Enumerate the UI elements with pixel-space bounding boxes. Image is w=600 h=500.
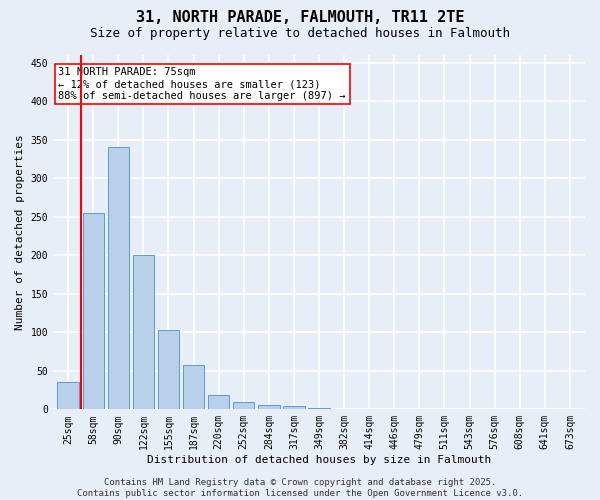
Bar (233, 402, 254, 409)
Bar (158, 330, 179, 409)
Text: 31, NORTH PARADE, FALMOUTH, TR11 2TE: 31, NORTH PARADE, FALMOUTH, TR11 2TE (136, 10, 464, 25)
Text: 31 NORTH PARADE: 75sqm
← 12% of detached houses are smaller (123)
88% of semi-de: 31 NORTH PARADE: 75sqm ← 12% of detached… (58, 68, 346, 100)
Bar (83, 213, 104, 410)
Y-axis label: Number of detached properties: Number of detached properties (15, 134, 25, 330)
Bar (133, 256, 154, 410)
Bar (359, 408, 380, 410)
Text: Size of property relative to detached houses in Falmouth: Size of property relative to detached ho… (90, 28, 510, 40)
Bar (183, 366, 204, 410)
Bar (283, 406, 305, 410)
Bar (58, 382, 79, 409)
Bar (208, 396, 229, 409)
Bar (258, 404, 280, 409)
Bar (308, 408, 329, 410)
Bar (107, 148, 129, 410)
Text: Contains HM Land Registry data © Crown copyright and database right 2025.
Contai: Contains HM Land Registry data © Crown c… (77, 478, 523, 498)
Bar (334, 408, 355, 410)
X-axis label: Distribution of detached houses by size in Falmouth: Distribution of detached houses by size … (147, 455, 491, 465)
